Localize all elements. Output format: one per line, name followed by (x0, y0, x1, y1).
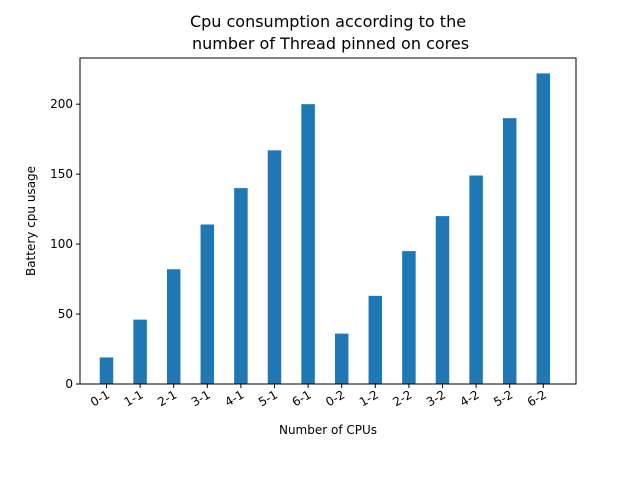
x-tick-label: 5-2 (491, 387, 515, 409)
x-tick-label: 1-1 (122, 387, 146, 409)
bar-4-1 (234, 188, 248, 384)
plot-frame (79, 57, 577, 385)
bar-4-2 (469, 175, 483, 384)
chart-title-line-1: Cpu consumption according to the (190, 12, 466, 31)
x-tick-label: 6-2 (525, 387, 549, 409)
bar-0-2 (334, 333, 349, 384)
bar-5-1 (267, 150, 282, 384)
y-tick-label: 200 (50, 97, 73, 111)
x-tick-label: 0-1 (88, 387, 112, 409)
bar-1-2 (368, 295, 383, 384)
bars-group (99, 73, 551, 385)
y-tick-label: 50 (58, 307, 73, 321)
x-tick-label: 5-1 (256, 387, 280, 409)
chart-title-line-2: number of Thread pinned on cores (187, 34, 469, 53)
x-tick-label: 6-1 (290, 387, 314, 409)
bar-6-2 (536, 73, 551, 384)
bar-1-1 (133, 319, 147, 384)
y-axis-label: Battery cpu usage (24, 166, 38, 276)
x-axis-ticks: 0-1 1-1 2-1 3-1 4-1 5-1 6-1 0-2 1-2 2-2 3-2 4-2 5-2 6… (88, 384, 549, 409)
x-tick-label: 3-2 (424, 387, 448, 409)
x-tick-label: 4-1 (222, 387, 246, 409)
x-tick-label: 2-1 (155, 387, 179, 409)
y-axis-ticks: 0 50 100 150 200 (50, 97, 80, 391)
bar-2-2 (402, 251, 416, 384)
x-tick-label: 2-2 (390, 387, 414, 409)
y-tick-label: 150 (50, 167, 73, 181)
bar-5-2 (502, 118, 517, 384)
y-tick-label: 0 (65, 377, 73, 391)
x-tick-label: 4-2 (458, 387, 482, 409)
bar-6-1 (301, 104, 315, 385)
y-tick-label: 100 (50, 237, 73, 251)
x-tick-label: 3-1 (189, 387, 213, 409)
bar-0-1 (99, 357, 114, 384)
x-tick-label: 0-2 (323, 387, 347, 409)
x-tick-label: 1-2 (357, 387, 381, 409)
x-axis-label: Number of CPUs (279, 423, 377, 437)
bar-3-2 (435, 216, 450, 384)
bar-3-1 (200, 224, 215, 384)
bar-2-1 (166, 269, 181, 384)
